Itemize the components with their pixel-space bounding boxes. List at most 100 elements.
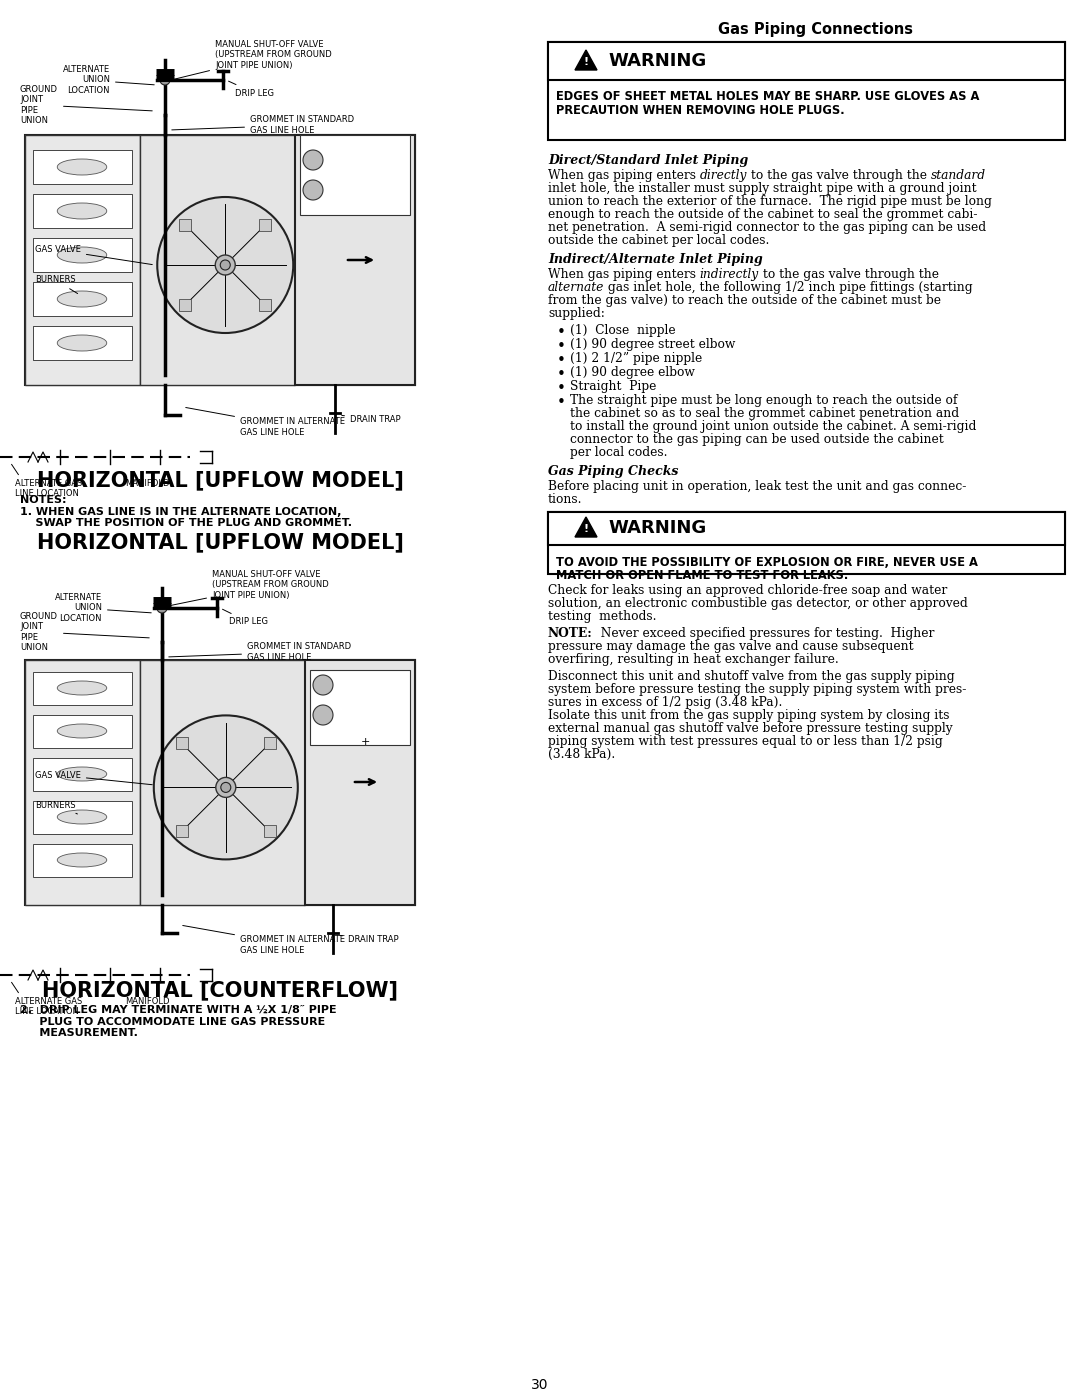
Bar (305, 659, 415, 905)
Ellipse shape (57, 335, 107, 351)
Text: !: ! (583, 524, 589, 534)
Text: NOTES:
1. WHEN GAS LINE IS IN THE ALTERNATE LOCATION,
    SWAP THE POSITION OF T: NOTES: 1. WHEN GAS LINE IS IN THE ALTERN… (21, 495, 352, 528)
Text: (1)  Close  nipple: (1) Close nipple (570, 324, 676, 337)
Bar (140, 659, 305, 905)
Text: WARNING: WARNING (608, 520, 706, 536)
Circle shape (216, 777, 235, 798)
Text: Never exceed specified pressures for testing.  Higher: Never exceed specified pressures for tes… (593, 627, 934, 640)
Circle shape (220, 782, 231, 792)
Ellipse shape (57, 854, 107, 868)
Text: BURNERS: BURNERS (35, 800, 78, 814)
Text: gas inlet hole, the following 1/2 inch pipe fittings (starting: gas inlet hole, the following 1/2 inch p… (605, 281, 973, 293)
Text: HORIZONTAL [UPFLOW MODEL]: HORIZONTAL [UPFLOW MODEL] (37, 469, 404, 490)
Text: +: + (361, 738, 369, 747)
Bar (264, 738, 275, 749)
Bar (295, 136, 415, 386)
Text: HORIZONTAL [UPFLOW MODEL]: HORIZONTAL [UPFLOW MODEL] (37, 532, 404, 552)
Text: BURNERS: BURNERS (35, 275, 78, 293)
Bar (33, 194, 132, 228)
Bar (25, 136, 140, 386)
Ellipse shape (57, 767, 107, 781)
Text: NOTE:: NOTE: (548, 627, 593, 640)
Text: supplied:: supplied: (548, 307, 605, 320)
Text: Isolate this unit from the gas supply piping system by closing its: Isolate this unit from the gas supply pi… (548, 710, 949, 722)
Bar (33, 672, 132, 705)
Bar (259, 299, 271, 312)
Bar (548, 511, 1065, 574)
Text: DRIP LEG: DRIP LEG (222, 609, 268, 626)
Bar (33, 237, 132, 272)
Text: enough to reach the outside of the cabinet to seal the grommet cabi-: enough to reach the outside of the cabin… (548, 208, 977, 221)
Text: DRAIN TRAP: DRAIN TRAP (341, 415, 401, 425)
Text: testing  methods.: testing methods. (548, 610, 657, 623)
Text: !: ! (583, 57, 589, 67)
Text: HORIZONTAL [COUNTERFLOW]: HORIZONTAL [COUNTERFLOW] (42, 981, 399, 1000)
Circle shape (313, 675, 333, 694)
Text: net penetration.  A semi-rigid connector to the gas piping can be used: net penetration. A semi-rigid connector … (548, 221, 986, 235)
Text: 30: 30 (531, 1377, 549, 1391)
Circle shape (215, 256, 235, 275)
Text: pressure may damage the gas valve and cause subsequent: pressure may damage the gas valve and ca… (548, 640, 914, 652)
Bar (259, 219, 271, 231)
Circle shape (303, 149, 323, 170)
Text: indirectly: indirectly (700, 268, 759, 281)
Text: ALTERNATE
UNION
LOCATION: ALTERNATE UNION LOCATION (55, 594, 151, 623)
Text: sures in excess of 1/2 psig (3.48 kPa).: sures in excess of 1/2 psig (3.48 kPa). (548, 696, 782, 710)
Text: Disconnect this unit and shutoff valve from the gas supply piping: Disconnect this unit and shutoff valve f… (548, 671, 955, 683)
Text: GAS VALVE: GAS VALVE (35, 771, 152, 785)
Bar (264, 826, 275, 837)
Text: tions.: tions. (548, 493, 582, 506)
Bar (33, 715, 132, 747)
Text: overfiring, resulting in heat exchanger failure.: overfiring, resulting in heat exchanger … (548, 652, 839, 666)
Text: outside the cabinet per local codes.: outside the cabinet per local codes. (548, 235, 769, 247)
Text: MANIFOLD: MANIFOLD (125, 479, 170, 488)
Text: the cabinet so as to seal the grommet cabinet penetration and: the cabinet so as to seal the grommet ca… (570, 407, 959, 420)
Ellipse shape (57, 291, 107, 307)
Text: from the gas valve) to reach the outside of the cabinet must be: from the gas valve) to reach the outside… (548, 293, 941, 307)
Text: system before pressure testing the supply piping system with pres-: system before pressure testing the suppl… (548, 683, 967, 696)
Polygon shape (575, 50, 597, 70)
Bar (25, 136, 415, 386)
Text: standard: standard (931, 169, 986, 182)
Text: ALTERNATE GAS
LINE LOCATION: ALTERNATE GAS LINE LOCATION (15, 997, 82, 1017)
Text: to the gas valve through the: to the gas valve through the (747, 169, 931, 182)
Text: to the gas valve through the: to the gas valve through the (759, 268, 939, 281)
Bar (176, 738, 188, 749)
Text: •: • (557, 326, 566, 339)
Bar (33, 759, 132, 791)
Text: •: • (557, 381, 566, 395)
Ellipse shape (57, 680, 107, 694)
Text: external manual gas shutoff valve before pressure testing supply: external manual gas shutoff valve before… (548, 722, 953, 735)
Circle shape (158, 197, 294, 332)
Text: per local codes.: per local codes. (570, 446, 667, 460)
Text: •: • (557, 367, 566, 381)
Bar (33, 844, 132, 877)
Bar (33, 800, 132, 834)
Text: union to reach the exterior of the furnace.  The rigid pipe must be long: union to reach the exterior of the furna… (548, 196, 991, 208)
Bar (25, 659, 140, 905)
Bar (548, 42, 1065, 140)
Bar (33, 326, 132, 360)
Text: TO AVOID THE POSSIBILITY OF EXPLOSION OR FIRE, NEVER USE A: TO AVOID THE POSSIBILITY OF EXPLOSION OR… (556, 556, 977, 569)
Text: GAS VALVE: GAS VALVE (35, 246, 152, 264)
Ellipse shape (57, 247, 107, 263)
Text: inlet hole, the installer must supply straight pipe with a ground joint: inlet hole, the installer must supply st… (548, 182, 976, 196)
Text: DRAIN TRAP: DRAIN TRAP (340, 936, 399, 944)
Circle shape (303, 180, 323, 200)
Text: to install the ground joint union outside the cabinet. A semi-rigid: to install the ground joint union outsid… (570, 420, 976, 433)
Text: Straight  Pipe: Straight Pipe (570, 380, 657, 393)
Text: Indirect/Alternate Inlet Piping: Indirect/Alternate Inlet Piping (548, 253, 762, 265)
Bar (548, 42, 1065, 80)
Text: ALTERNATE GAS
LINE LOCATION: ALTERNATE GAS LINE LOCATION (15, 479, 82, 499)
Ellipse shape (57, 203, 107, 219)
Text: GROMMET IN STANDARD
GAS LINE HOLE: GROMMET IN STANDARD GAS LINE HOLE (172, 116, 354, 134)
Text: •: • (557, 339, 566, 353)
Text: alternate: alternate (548, 281, 605, 293)
Text: GROUND
JOINT
PIPE
UNION: GROUND JOINT PIPE UNION (21, 85, 152, 126)
Bar (25, 659, 415, 905)
Text: WARNING: WARNING (608, 52, 706, 70)
Text: ALTERNATE
UNION
LOCATION: ALTERNATE UNION LOCATION (63, 66, 154, 95)
Text: MATCH OR OPEN FLAME TO TEST FOR LEAKS.: MATCH OR OPEN FLAME TO TEST FOR LEAKS. (556, 569, 848, 583)
Text: connector to the gas piping can be used outside the cabinet: connector to the gas piping can be used … (570, 433, 944, 446)
Text: Direct/Standard Inlet Piping: Direct/Standard Inlet Piping (548, 154, 748, 168)
